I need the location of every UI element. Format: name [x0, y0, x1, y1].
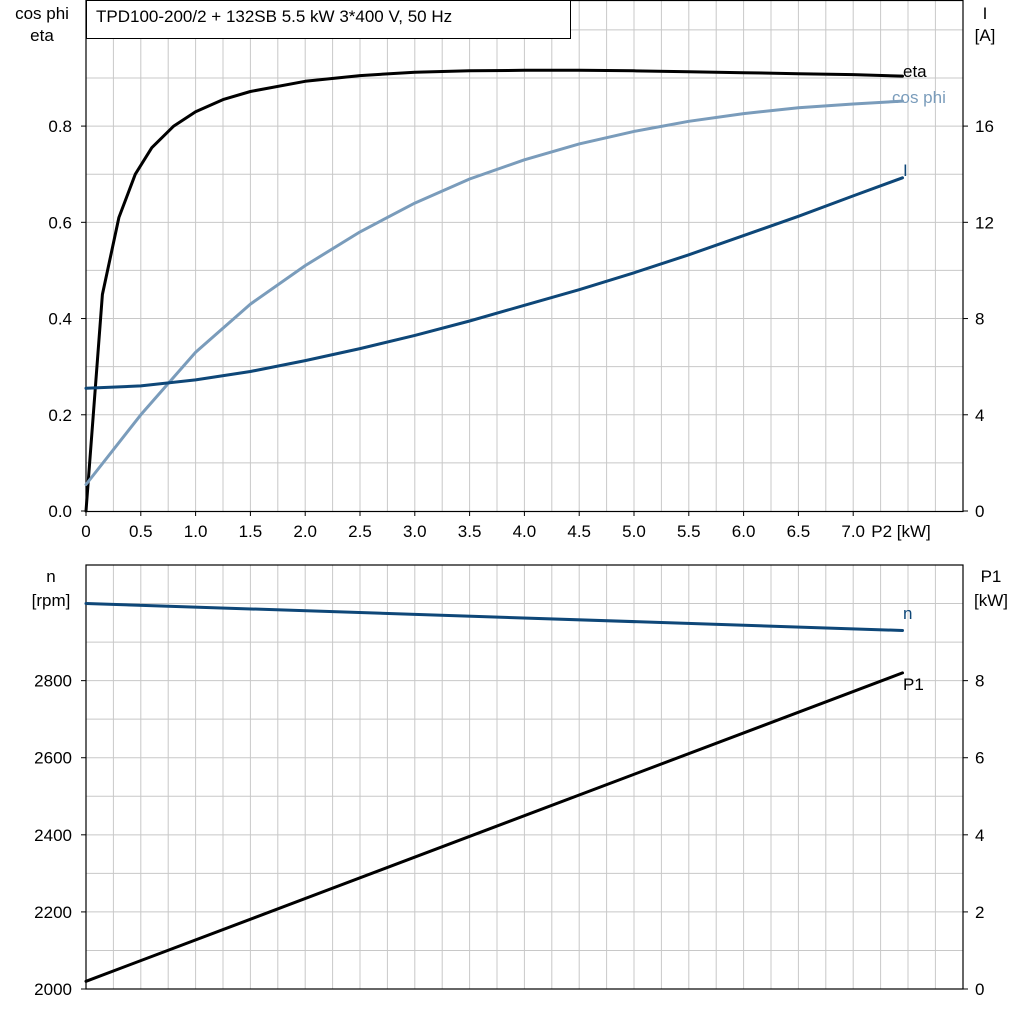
top-x-tick-labels: 0 0.5 1.0 1.5 2.0 2.5 3.0 3.5 4.0 4.5 5.0 5.5 6.0 6.5… — [81, 511, 865, 541]
bottom-left-tick-label: 2800 — [34, 672, 72, 691]
x-tick-label: 3.5 — [458, 522, 482, 541]
bottom-right-axis-label-line2: [kW] — [974, 591, 1008, 610]
top-x-axis-label: P2 [kW] — [871, 522, 931, 541]
bottom-right-axis-label-line1: P1 — [981, 567, 1002, 586]
top-left-axis-label-line2: eta — [30, 26, 54, 45]
i-curve — [84, 176, 904, 390]
bottom-left-tick-label: 2000 — [34, 980, 72, 999]
bottom-left-axis-label-line2: [rpm] — [32, 591, 71, 610]
x-tick-label: 6.5 — [787, 522, 811, 541]
top-left-tick-label: 0.0 — [48, 502, 72, 521]
bottom-left-tick-label: 2200 — [34, 903, 72, 922]
bottom-right-tick-label: 2 — [975, 903, 984, 922]
x-tick-label: 1.5 — [239, 522, 263, 541]
current-series-label: I — [903, 161, 908, 180]
bottom-chart-curves — [84, 602, 904, 983]
eta-series-label: eta — [903, 62, 927, 81]
x-tick-label: 4.5 — [567, 522, 591, 541]
top-right-tick-label: 16 — [975, 117, 994, 136]
bottom-chart-grid — [86, 565, 963, 989]
top-left-tick-labels: 0.0 0.2 0.4 0.6 0.8 — [48, 117, 86, 521]
cos-phi-series-label: cos phi — [892, 88, 946, 107]
bottom-plot-frame — [85, 564, 964, 990]
x-tick-label: 5.5 — [677, 522, 701, 541]
top-chart-eta-cosphi-current: 0.0 0.2 0.4 0.6 0.8 0 4 8 12 16 0 0.5 1.0 1.5 2.0 2.5… — [15, 0, 996, 541]
top-left-tick-label: 0.4 — [48, 310, 72, 329]
top-right-tick-labels: 0 4 8 12 16 — [963, 117, 994, 521]
x-tick-label: 3.0 — [403, 522, 427, 541]
top-right-tick-label: 8 — [975, 310, 984, 329]
top-left-tick-label: 0.6 — [48, 213, 72, 232]
p1-curve — [84, 671, 904, 983]
x-tick-label: 0 — [81, 522, 90, 541]
n-curve — [84, 602, 904, 632]
bottom-chart-speed-power: 2000 2200 2400 2600 2800 0 2 4 6 8 n [rpm] P1 [k… — [32, 564, 1008, 999]
p1-series-label: P1 — [903, 675, 924, 694]
x-tick-label: 5.0 — [622, 522, 646, 541]
top-left-axis-label-line1: cos phi — [15, 4, 69, 23]
chart-title-box — [86, 0, 571, 39]
eta-curve — [84, 68, 904, 513]
chart-title: TPD100-200/2 + 132SB 5.5 kW 3*400 V, 50 … — [96, 7, 452, 26]
x-tick-label: 6.0 — [732, 522, 756, 541]
bottom-right-tick-label: 8 — [975, 672, 984, 691]
x-tick-label: 0.5 — [129, 522, 153, 541]
top-right-tick-label: 4 — [975, 406, 984, 425]
bottom-left-tick-label: 2400 — [34, 826, 72, 845]
bottom-right-tick-label: 4 — [975, 826, 984, 845]
x-tick-label: 2.5 — [348, 522, 372, 541]
top-left-tick-label: 0.8 — [48, 117, 72, 136]
bottom-left-tick-label: 2600 — [34, 749, 72, 768]
bottom-left-tick-labels: 2000 2200 2400 2600 2800 — [34, 672, 86, 999]
top-right-tick-label: 0 — [975, 502, 984, 521]
bottom-right-tick-label: 0 — [975, 980, 984, 999]
speed-series-label: n — [903, 604, 912, 623]
x-tick-label: 2.0 — [293, 522, 317, 541]
x-tick-label: 1.0 — [184, 522, 208, 541]
top-left-tick-label: 0.2 — [48, 406, 72, 425]
top-right-tick-label: 12 — [975, 213, 994, 232]
bottom-right-tick-label: 6 — [975, 749, 984, 768]
x-tick-label: 7.0 — [841, 522, 865, 541]
x-tick-label: 4.0 — [513, 522, 537, 541]
top-right-axis-label-line1: I — [983, 4, 988, 23]
top-chart-curves — [84, 68, 904, 513]
bottom-right-tick-labels: 0 2 4 6 8 — [963, 672, 984, 999]
cos-phi-curve — [84, 99, 904, 486]
top-right-axis-label-line2: [A] — [975, 26, 996, 45]
bottom-left-axis-label-line1: n — [46, 567, 55, 586]
